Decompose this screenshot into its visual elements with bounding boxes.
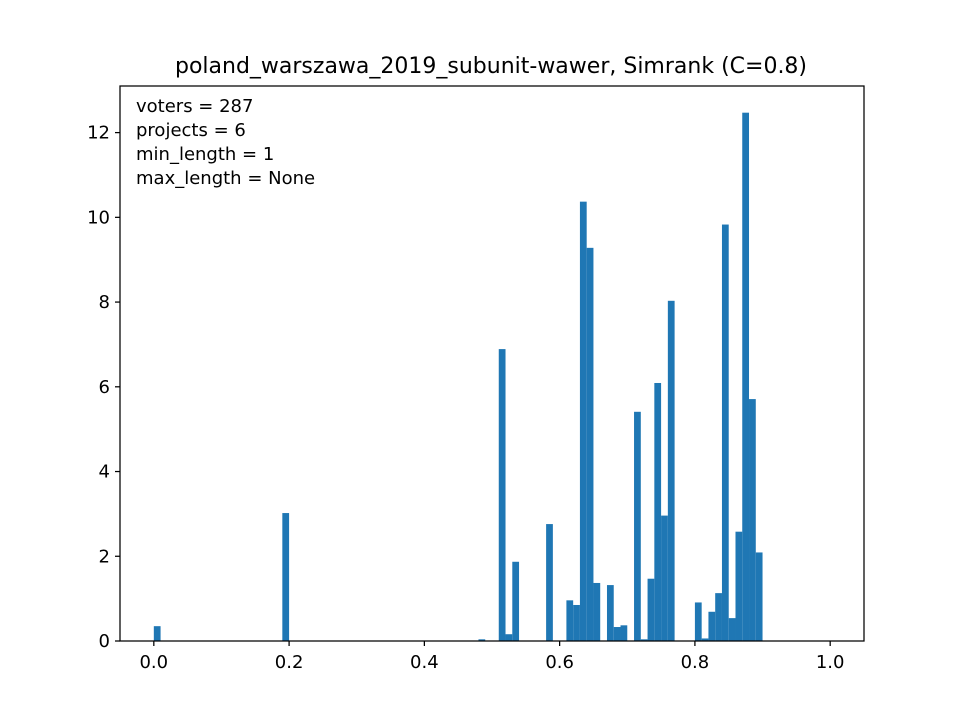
x-tick-label-1: 0.2 (275, 652, 304, 673)
y-tick-label-0: 0 (99, 631, 110, 652)
histogram-bar-4 (505, 634, 513, 641)
histogram-bar-0 (153, 626, 161, 641)
histogram-bar-17 (647, 578, 655, 641)
histogram-bar-5 (512, 561, 520, 641)
histogram-bar-16 (640, 639, 648, 641)
y-tick-label-1: 2 (99, 546, 110, 567)
histogram-bar-11 (593, 582, 601, 641)
annotation-max-length: max_length = None (136, 168, 315, 189)
y-tick-label-6: 12 (87, 123, 110, 144)
histogram-bar-26 (728, 618, 736, 641)
annotation-projects: projects = 6 (136, 120, 246, 141)
histogram-bar-3 (498, 349, 506, 641)
histogram-bar-27 (735, 531, 743, 641)
histogram-bar-6 (546, 524, 553, 641)
histogram-bar-29 (749, 399, 756, 641)
histogram-bar-19 (661, 515, 668, 641)
histogram-bar-21 (694, 602, 702, 641)
histogram-bar-22 (701, 638, 709, 641)
histogram-bar-13 (613, 627, 621, 641)
histogram-bar-9 (579, 201, 587, 641)
histogram-bar-8 (573, 604, 580, 641)
histogram-bar-15 (634, 411, 641, 641)
annotation-voters: voters = 287 (136, 96, 253, 117)
histogram-bar-14 (620, 625, 628, 641)
histogram-bar-24 (715, 593, 722, 641)
y-tick-label-3: 6 (99, 377, 110, 398)
annotation-block: voters = 287 projects = 6 min_length = 1… (136, 96, 315, 189)
histogram-bar-10 (586, 247, 594, 641)
histogram-bar-28 (742, 112, 750, 641)
x-tick-label-2: 0.4 (410, 652, 439, 673)
annotation-min-length: min_length = 1 (136, 144, 274, 165)
histogram-bar-23 (708, 611, 716, 641)
x-tick-label-0: 0.0 (139, 652, 168, 673)
x-tick-label-5: 1.0 (816, 652, 845, 673)
y-tick-label-2: 4 (99, 462, 110, 483)
histogram-bar-2 (478, 639, 486, 641)
histogram-bar-20 (667, 300, 675, 641)
plot-frame (119, 85, 865, 642)
x-tick-label-3: 0.6 (545, 652, 574, 673)
axes-group: 0.0 0.2 0.4 0.6 0.8 1.0 0 2 4 6 8 10 12 (87, 85, 865, 673)
x-tick-label-4: 0.8 (681, 652, 710, 673)
histogram-bar-25 (721, 224, 729, 642)
y-tick-label-5: 10 (87, 207, 110, 228)
histogram-bar-30 (755, 552, 763, 641)
y-tick-label-4: 8 (99, 292, 110, 313)
histogram-bar-18 (654, 382, 662, 641)
histogram-bar-12 (606, 585, 614, 641)
histogram-bar-1 (282, 513, 290, 641)
bars-group (153, 112, 763, 642)
chart-title: poland_warszawa_2019_subunit-wawer, Simr… (175, 54, 807, 79)
histogram-bar-7 (566, 600, 574, 641)
